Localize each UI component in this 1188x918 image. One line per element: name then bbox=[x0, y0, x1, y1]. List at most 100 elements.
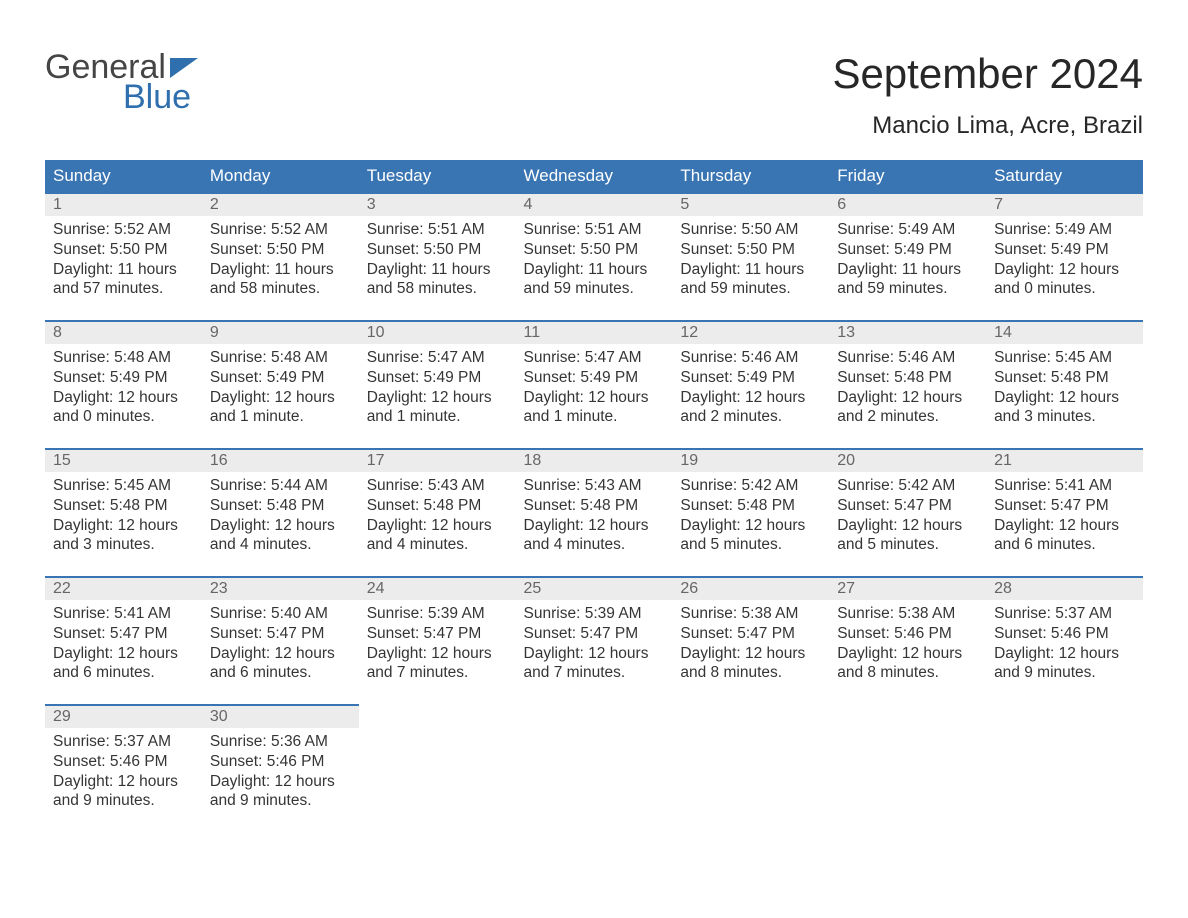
day-content: Sunrise: 5:42 AMSunset: 5:48 PMDaylight:… bbox=[672, 472, 829, 555]
sunset-text: Sunset: 5:47 PM bbox=[994, 496, 1135, 516]
sunrise-text: Sunrise: 5:37 AM bbox=[53, 732, 194, 752]
sunset-text: Sunset: 5:49 PM bbox=[210, 368, 351, 388]
day-content: Sunrise: 5:45 AMSunset: 5:48 PMDaylight:… bbox=[45, 472, 202, 555]
calendar-day-cell: 30Sunrise: 5:36 AMSunset: 5:46 PMDayligh… bbox=[202, 704, 359, 832]
sunrise-text: Sunrise: 5:36 AM bbox=[210, 732, 351, 752]
sunrise-text: Sunrise: 5:51 AM bbox=[524, 220, 665, 240]
day-number: 21 bbox=[986, 448, 1143, 472]
calendar-day-cell: 8Sunrise: 5:48 AMSunset: 5:49 PMDaylight… bbox=[45, 320, 202, 448]
day-number: 23 bbox=[202, 576, 359, 600]
sunset-text: Sunset: 5:46 PM bbox=[837, 624, 978, 644]
sunrise-text: Sunrise: 5:47 AM bbox=[524, 348, 665, 368]
calendar-day-cell: 23Sunrise: 5:40 AMSunset: 5:47 PMDayligh… bbox=[202, 576, 359, 704]
calendar-day-cell: 24Sunrise: 5:39 AMSunset: 5:47 PMDayligh… bbox=[359, 576, 516, 704]
day-content: Sunrise: 5:43 AMSunset: 5:48 PMDaylight:… bbox=[359, 472, 516, 555]
daylight-line1: Daylight: 12 hours bbox=[367, 644, 508, 664]
daylight-line1: Daylight: 12 hours bbox=[994, 644, 1135, 664]
sunset-text: Sunset: 5:50 PM bbox=[680, 240, 821, 260]
day-number: 3 bbox=[359, 192, 516, 216]
calendar-day-cell: 29Sunrise: 5:37 AMSunset: 5:46 PMDayligh… bbox=[45, 704, 202, 832]
day-content: Sunrise: 5:52 AMSunset: 5:50 PMDaylight:… bbox=[45, 216, 202, 299]
daylight-line1: Daylight: 11 hours bbox=[524, 260, 665, 280]
day-content: Sunrise: 5:51 AMSunset: 5:50 PMDaylight:… bbox=[516, 216, 673, 299]
calendar-day-cell: 25Sunrise: 5:39 AMSunset: 5:47 PMDayligh… bbox=[516, 576, 673, 704]
day-content: Sunrise: 5:38 AMSunset: 5:46 PMDaylight:… bbox=[829, 600, 986, 683]
day-number: 17 bbox=[359, 448, 516, 472]
day-number: 27 bbox=[829, 576, 986, 600]
sunrise-text: Sunrise: 5:52 AM bbox=[53, 220, 194, 240]
daylight-line1: Daylight: 12 hours bbox=[53, 772, 194, 792]
sunrise-text: Sunrise: 5:42 AM bbox=[680, 476, 821, 496]
daylight-line2: and 59 minutes. bbox=[680, 279, 821, 299]
calendar-week-row: 29Sunrise: 5:37 AMSunset: 5:46 PMDayligh… bbox=[45, 704, 1143, 832]
daylight-line1: Daylight: 12 hours bbox=[53, 516, 194, 536]
daylight-line2: and 9 minutes. bbox=[210, 791, 351, 811]
calendar-table: Sunday Monday Tuesday Wednesday Thursday… bbox=[45, 160, 1143, 832]
day-content: Sunrise: 5:43 AMSunset: 5:48 PMDaylight:… bbox=[516, 472, 673, 555]
day-content: Sunrise: 5:49 AMSunset: 5:49 PMDaylight:… bbox=[986, 216, 1143, 299]
day-number: 18 bbox=[516, 448, 673, 472]
calendar-week-row: 15Sunrise: 5:45 AMSunset: 5:48 PMDayligh… bbox=[45, 448, 1143, 576]
sunrise-text: Sunrise: 5:52 AM bbox=[210, 220, 351, 240]
calendar-day-cell: 15Sunrise: 5:45 AMSunset: 5:48 PMDayligh… bbox=[45, 448, 202, 576]
calendar-week-row: 1Sunrise: 5:52 AMSunset: 5:50 PMDaylight… bbox=[45, 192, 1143, 320]
day-number: 6 bbox=[829, 192, 986, 216]
daylight-line1: Daylight: 12 hours bbox=[367, 516, 508, 536]
day-number: 2 bbox=[202, 192, 359, 216]
daylight-line2: and 5 minutes. bbox=[837, 535, 978, 555]
day-number: 10 bbox=[359, 320, 516, 344]
sunset-text: Sunset: 5:49 PM bbox=[524, 368, 665, 388]
day-number: 12 bbox=[672, 320, 829, 344]
daylight-line2: and 0 minutes. bbox=[994, 279, 1135, 299]
daylight-line2: and 3 minutes. bbox=[53, 535, 194, 555]
day-content: Sunrise: 5:39 AMSunset: 5:47 PMDaylight:… bbox=[359, 600, 516, 683]
sunrise-text: Sunrise: 5:48 AM bbox=[53, 348, 194, 368]
day-number: 11 bbox=[516, 320, 673, 344]
day-content: Sunrise: 5:50 AMSunset: 5:50 PMDaylight:… bbox=[672, 216, 829, 299]
daylight-line1: Daylight: 12 hours bbox=[53, 388, 194, 408]
day-content: Sunrise: 5:37 AMSunset: 5:46 PMDaylight:… bbox=[45, 728, 202, 811]
calendar-day-cell bbox=[829, 704, 986, 832]
daylight-line2: and 6 minutes. bbox=[210, 663, 351, 683]
daylight-line1: Daylight: 12 hours bbox=[524, 516, 665, 536]
daylight-line2: and 2 minutes. bbox=[680, 407, 821, 427]
daylight-line2: and 4 minutes. bbox=[367, 535, 508, 555]
calendar-day-cell: 3Sunrise: 5:51 AMSunset: 5:50 PMDaylight… bbox=[359, 192, 516, 320]
calendar-day-cell: 7Sunrise: 5:49 AMSunset: 5:49 PMDaylight… bbox=[986, 192, 1143, 320]
daylight-line2: and 7 minutes. bbox=[524, 663, 665, 683]
day-content: Sunrise: 5:45 AMSunset: 5:48 PMDaylight:… bbox=[986, 344, 1143, 427]
sunset-text: Sunset: 5:49 PM bbox=[367, 368, 508, 388]
sunrise-text: Sunrise: 5:49 AM bbox=[994, 220, 1135, 240]
daylight-line1: Daylight: 12 hours bbox=[367, 388, 508, 408]
day-number: 19 bbox=[672, 448, 829, 472]
day-number: 9 bbox=[202, 320, 359, 344]
day-content: Sunrise: 5:49 AMSunset: 5:49 PMDaylight:… bbox=[829, 216, 986, 299]
sunset-text: Sunset: 5:49 PM bbox=[680, 368, 821, 388]
title-block: September 2024 Mancio Lima, Acre, Brazil bbox=[832, 30, 1143, 152]
calendar-day-cell: 4Sunrise: 5:51 AMSunset: 5:50 PMDaylight… bbox=[516, 192, 673, 320]
sunrise-text: Sunrise: 5:45 AM bbox=[994, 348, 1135, 368]
daylight-line2: and 4 minutes. bbox=[210, 535, 351, 555]
calendar-day-cell: 19Sunrise: 5:42 AMSunset: 5:48 PMDayligh… bbox=[672, 448, 829, 576]
day-number: 28 bbox=[986, 576, 1143, 600]
daylight-line2: and 8 minutes. bbox=[680, 663, 821, 683]
sunset-text: Sunset: 5:46 PM bbox=[53, 752, 194, 772]
sunset-text: Sunset: 5:48 PM bbox=[680, 496, 821, 516]
daylight-line1: Daylight: 12 hours bbox=[837, 388, 978, 408]
sunset-text: Sunset: 5:50 PM bbox=[210, 240, 351, 260]
daylight-line1: Daylight: 12 hours bbox=[837, 516, 978, 536]
sunset-text: Sunset: 5:47 PM bbox=[53, 624, 194, 644]
sunrise-text: Sunrise: 5:51 AM bbox=[367, 220, 508, 240]
daylight-line1: Daylight: 11 hours bbox=[367, 260, 508, 280]
day-number: 8 bbox=[45, 320, 202, 344]
calendar-day-cell: 6Sunrise: 5:49 AMSunset: 5:49 PMDaylight… bbox=[829, 192, 986, 320]
daylight-line1: Daylight: 11 hours bbox=[53, 260, 194, 280]
sunset-text: Sunset: 5:48 PM bbox=[837, 368, 978, 388]
calendar-day-cell: 12Sunrise: 5:46 AMSunset: 5:49 PMDayligh… bbox=[672, 320, 829, 448]
day-number: 26 bbox=[672, 576, 829, 600]
daylight-line2: and 0 minutes. bbox=[53, 407, 194, 427]
calendar-day-cell bbox=[986, 704, 1143, 832]
header: General Blue September 2024 Mancio Lima,… bbox=[45, 30, 1143, 152]
sunrise-text: Sunrise: 5:45 AM bbox=[53, 476, 194, 496]
calendar-day-cell: 18Sunrise: 5:43 AMSunset: 5:48 PMDayligh… bbox=[516, 448, 673, 576]
